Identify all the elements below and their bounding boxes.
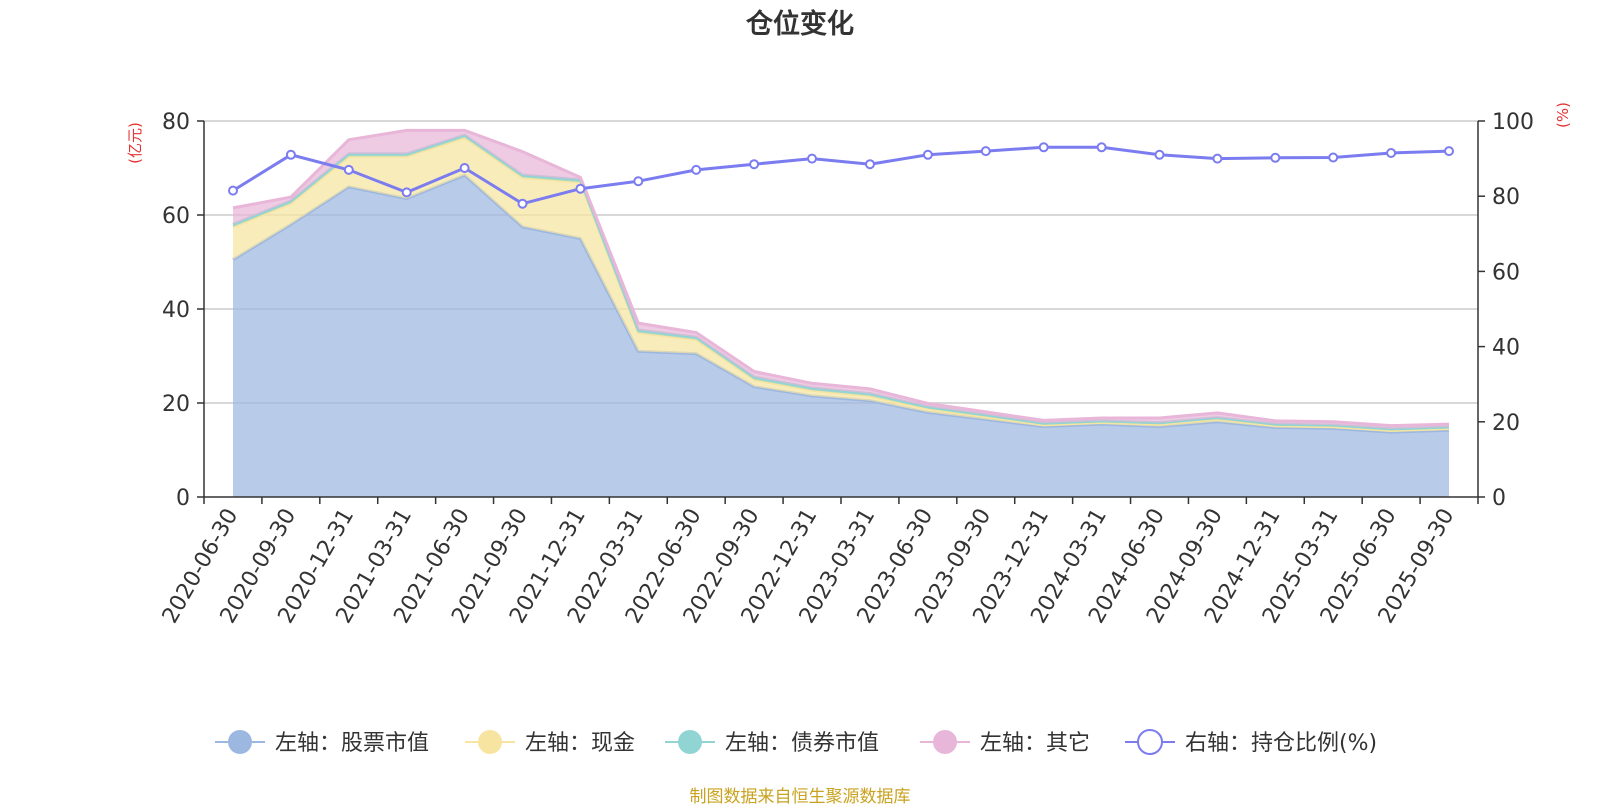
line-point: [922, 149, 933, 160]
line-point: [1096, 142, 1107, 153]
line-point: [980, 146, 991, 157]
source-note: 制图数据来自恒生聚源数据库: [689, 787, 911, 807]
area-edge-左轴：其它: [232, 128, 1450, 428]
legend-label: 左轴：股票市值: [275, 731, 429, 756]
legend-label: 右轴：持仓比例(%): [1185, 731, 1377, 756]
line-point: [517, 198, 528, 209]
right-tick-label: 60: [1492, 260, 1520, 285]
area-layer: [232, 128, 1450, 497]
legend-item: 左轴：其它: [920, 730, 1090, 756]
line-point: [865, 159, 875, 170]
line-point: [1038, 142, 1049, 153]
line-point: [343, 164, 354, 175]
line-point: [1212, 153, 1223, 164]
line-point: [1444, 146, 1454, 157]
left-tick-label: 80: [162, 110, 190, 135]
legend-item: 左轴：债券市值: [665, 730, 879, 756]
line-point: [285, 149, 296, 160]
line-point: [1270, 152, 1281, 163]
left-axis-unit: (亿元): [126, 122, 144, 164]
legend-swatch-marker: [478, 730, 502, 754]
chart-title: 仓位变化: [745, 8, 854, 40]
right-tick-label: 40: [1492, 336, 1520, 361]
legend-item: 右轴：持仓比例(%): [1125, 729, 1377, 756]
left-tick-label: 20: [162, 392, 190, 417]
right-tick-label: 80: [1492, 185, 1520, 210]
line-point: [575, 183, 586, 194]
legend-swatch-marker: [1137, 729, 1163, 755]
right-tick-label: 20: [1492, 411, 1520, 436]
line-point: [459, 163, 470, 173]
legend: 左轴：股票市值 左轴：现金 左轴：债券市值 左轴：其它 右轴：持仓比例(%): [215, 729, 1377, 756]
left-tick-label: 60: [162, 204, 190, 229]
left-tick-label: 40: [162, 298, 190, 323]
line-point: [749, 159, 760, 170]
area-左轴：股票市值: [233, 175, 1449, 497]
right-tick-label: 0: [1492, 486, 1506, 511]
legend-swatch-marker: [228, 730, 252, 754]
legend-label: 左轴：债券市值: [725, 731, 879, 756]
legend-item: 左轴：现金: [465, 730, 635, 756]
area-左轴：现金: [233, 137, 1449, 433]
line-point: [807, 153, 817, 164]
legend-swatch-marker: [678, 730, 702, 754]
legend-label: 左轴：现金: [525, 731, 635, 756]
legend-swatch-marker: [933, 730, 957, 754]
line-point: [1154, 149, 1165, 160]
right-axis-unit: (%): [1554, 102, 1572, 128]
line-point: [1386, 148, 1397, 158]
legend-label: 左轴：其它: [980, 731, 1090, 756]
line-右轴：持仓比例(%): [232, 145, 1450, 206]
line-point: [228, 185, 238, 196]
line-point: [1328, 152, 1339, 163]
line-point: [401, 187, 412, 198]
chart-svg: 仓位变化 (亿元) (%) 0204060800204060801002020-…: [126, 8, 1572, 756]
right-tick-label: 100: [1492, 110, 1534, 135]
line-point: [691, 164, 702, 175]
legend-item: 左轴：股票市值: [215, 730, 429, 756]
line-layer: [228, 142, 1454, 209]
line-point: [633, 176, 644, 187]
left-tick-label: 0: [176, 486, 190, 511]
